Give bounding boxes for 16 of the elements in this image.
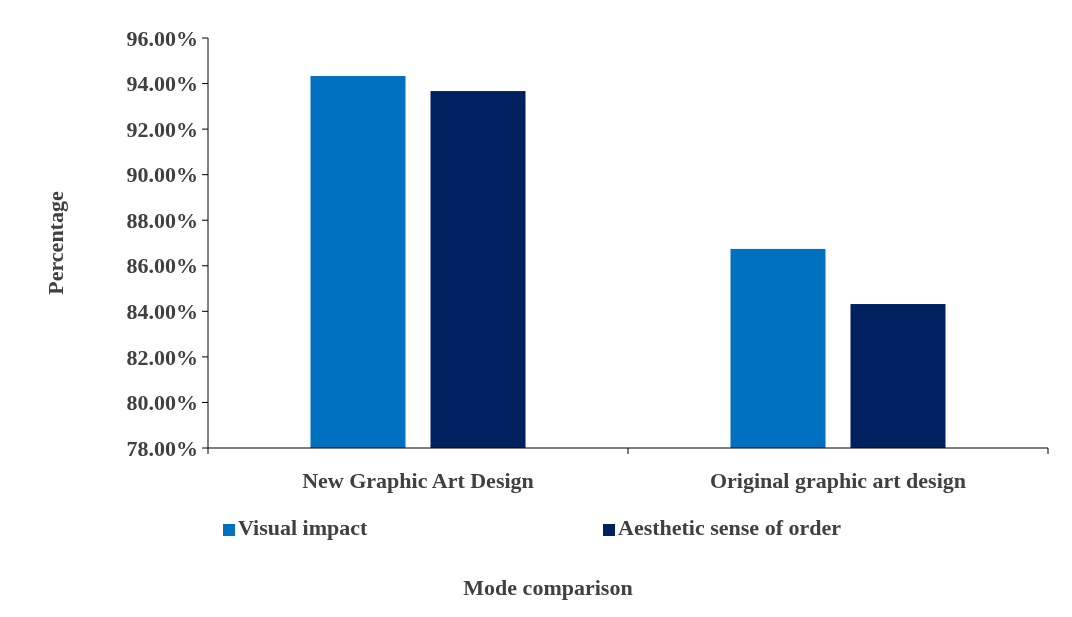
y-tick-label: 96.00% [126,25,198,51]
legend-label: Visual impact [238,515,369,540]
y-tick-label: 84.00% [126,299,198,325]
y-tick-label: 92.00% [126,116,198,142]
legend-label: Aesthetic sense of order [618,515,842,540]
y-axis-title: Percentage [43,191,68,295]
y-tick-label: 88.00% [126,207,198,233]
x-axis-title: Mode comparison [463,575,633,600]
y-tick-label: 80.00% [126,390,198,416]
y-tick-label: 86.00% [126,253,198,279]
x-tick-label: Original graphic art design [709,468,967,493]
x-tick-label: New Graphic Art Design [302,468,534,493]
y-tick-label: 78.00% [126,435,198,461]
y-tick-label: 94.00% [126,71,198,97]
y-tick-label: 82.00% [126,344,198,370]
y-tick-label: 90.00% [126,162,198,188]
